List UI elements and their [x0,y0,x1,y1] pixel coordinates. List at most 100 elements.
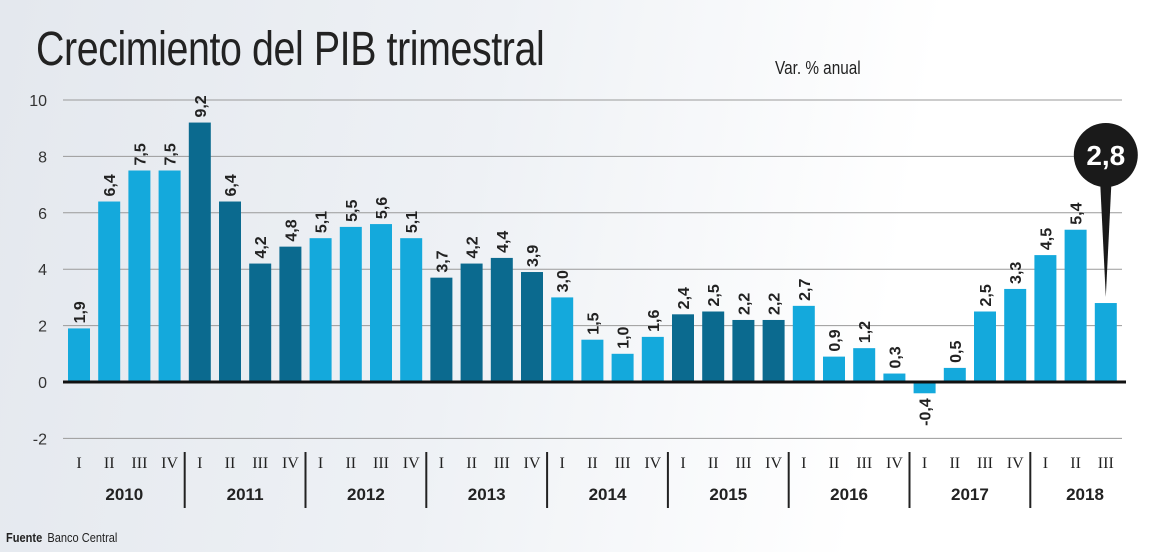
data-label: 0,5 [948,341,965,363]
data-label: 0,3 [887,346,904,368]
bar [792,305,815,382]
bar [279,246,302,382]
bar [490,257,513,382]
y-tick-label: 0 [38,375,47,392]
callout-bubble [1073,123,1138,187]
data-label: 2,2 [767,293,784,315]
data-label: 3,7 [434,250,451,272]
bar [309,238,332,382]
y-tick-label: 8 [38,149,47,166]
chart-title: Crecimiento del PIB trimestral [36,23,545,76]
data-label: 3,0 [555,270,572,292]
quarter-label: III [252,455,268,472]
quarter-label: IV [282,455,299,472]
data-label: 7,5 [163,143,180,165]
bar [823,356,845,382]
source-text: Banco Central [47,530,118,545]
bar [913,382,936,394]
bar [672,314,694,382]
bar [581,339,604,382]
quarter-label: III [615,455,631,472]
callout-label: 2,8 [1086,140,1125,171]
data-label: 1,9 [72,301,89,323]
data-label: 7,5 [132,143,149,165]
y-tick-label: 6 [38,206,47,223]
year-label: 2015 [709,485,747,504]
year-label: 2012 [347,485,385,504]
bar [158,170,181,382]
source-label: Fuente [6,530,43,545]
data-label: 2,7 [797,279,814,301]
bar [974,311,996,382]
quarter-label: III [735,455,751,472]
quarter-label: II [466,455,477,472]
data-label: 4,2 [253,236,270,258]
bar [430,277,453,382]
quarter-label: I [318,455,323,472]
data-label: 6,4 [102,174,119,196]
bar [68,328,90,382]
bar [1094,303,1117,382]
data-label: 5,1 [404,211,421,233]
bar [1064,229,1087,382]
bar [883,373,906,382]
chart-subtitle: Var. % anual [775,58,861,78]
data-label: 2,5 [706,284,723,306]
data-label: 4,5 [1038,228,1055,250]
bar [128,170,151,382]
year-label: 2010 [105,485,143,504]
data-label: 2,2 [736,293,753,315]
callout-pointer [1099,175,1112,298]
bar [339,226,362,382]
bar [1034,255,1057,382]
data-label: 5,4 [1069,202,1086,224]
quarter-label: I [1043,455,1048,472]
data-label: 1,2 [857,321,874,343]
quarter-label: I [439,455,444,472]
bar [188,122,211,382]
quarter-label: IV [765,455,782,472]
bar [853,348,876,382]
bar [219,201,241,382]
year-label: 2018 [1066,485,1104,504]
year-label: 2014 [589,485,627,504]
data-label: 1,0 [616,326,633,348]
bar [762,319,785,382]
bar [400,238,423,382]
bar [641,336,664,382]
y-tick-label: -2 [33,431,47,448]
quarter-label: II [225,455,236,472]
bar [370,224,392,382]
bar [521,272,543,382]
quarter-label: IV [403,455,420,472]
quarter-label: III [131,455,147,472]
year-label: 2017 [951,485,989,504]
quarter-label: IV [644,455,661,472]
quarter-label: I [560,455,565,472]
quarter-label: II [949,455,960,472]
year-label: 2011 [227,485,264,504]
quarter-label: IV [1007,455,1024,472]
bar [702,311,725,382]
data-label: 3,9 [525,245,542,267]
quarter-label: III [1098,455,1114,472]
data-label: 0,9 [827,329,844,351]
y-tick-label: 2 [38,319,47,336]
year-label: 2016 [830,485,868,504]
quarter-label: II [829,455,840,472]
quarter-label: III [977,455,993,472]
bar [249,263,272,382]
quarter-label: II [104,455,115,472]
quarter-label: I [801,455,806,472]
quarter-label: I [680,455,685,472]
bar [98,201,121,382]
data-label: -0,4 [918,398,935,426]
data-label: 4,4 [495,231,512,253]
quarter-label: I [197,455,202,472]
y-tick-label: 4 [38,262,47,279]
data-label: 5,6 [374,197,391,219]
data-label: 5,5 [344,200,361,222]
data-label: 6,4 [223,174,240,196]
